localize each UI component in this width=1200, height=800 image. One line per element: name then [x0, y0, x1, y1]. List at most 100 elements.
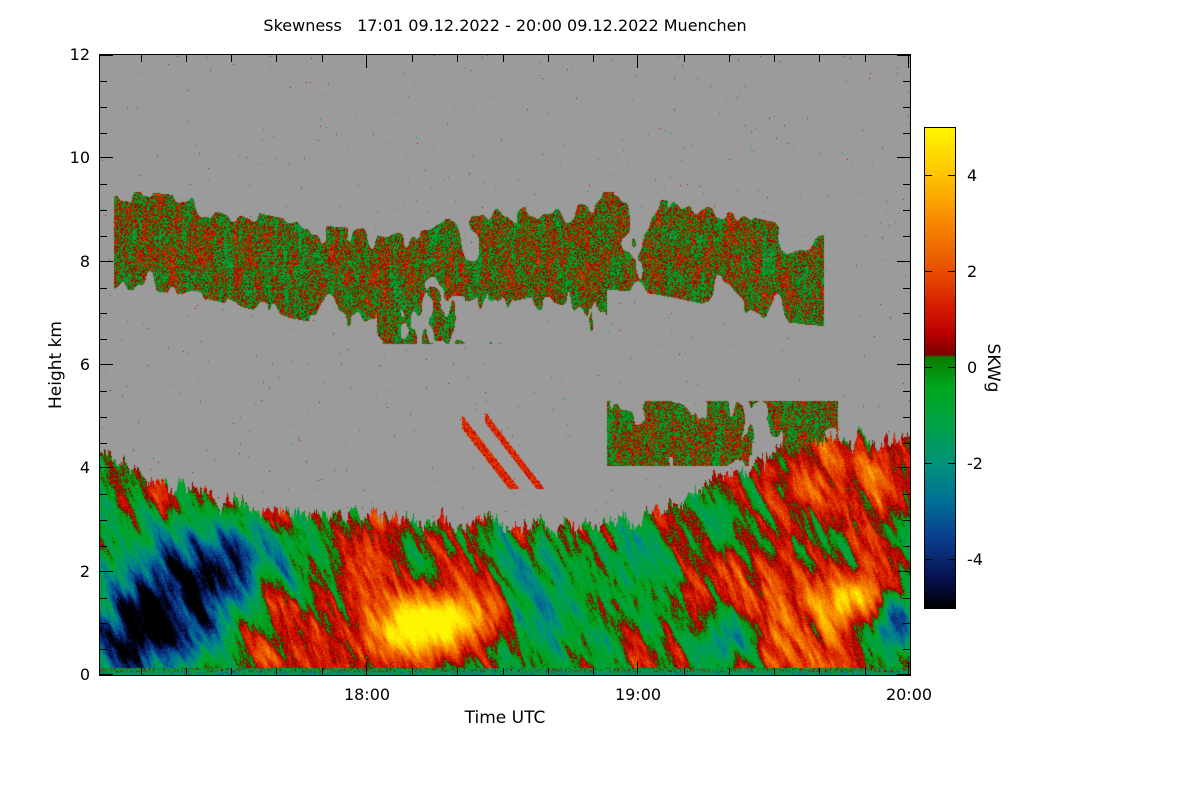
x-minor-tick: [819, 668, 820, 675]
colorbar-tick: [948, 271, 955, 272]
plot-area: [99, 54, 911, 676]
x-minor-tick: [276, 668, 277, 675]
y-major-tick: [897, 467, 910, 468]
x-minor-tick: [865, 668, 866, 675]
x-major-tick: [908, 662, 909, 675]
x-minor-tick: [774, 55, 775, 62]
x-major-tick: [366, 662, 367, 675]
y-tick-label: 2: [79, 562, 90, 581]
x-minor-tick: [457, 668, 458, 675]
y-minor-tick: [903, 184, 910, 185]
x-minor-tick: [819, 55, 820, 62]
y-minor-tick: [903, 313, 910, 314]
x-minor-tick: [729, 55, 730, 62]
y-minor-tick: [903, 417, 910, 418]
y-minor-tick: [903, 443, 910, 444]
y-minor-tick: [903, 133, 910, 134]
colorbar-tick: [925, 559, 932, 560]
x-tick-label: 18:00: [343, 685, 391, 704]
x-minor-tick: [774, 668, 775, 675]
y-major-tick: [100, 467, 113, 468]
y-minor-tick: [100, 236, 107, 237]
x-minor-tick: [412, 668, 413, 675]
colorbar-tick: [925, 175, 932, 176]
y-minor-tick: [903, 339, 910, 340]
colorbar-gradient-canvas: [925, 128, 955, 608]
y-minor-tick: [100, 391, 107, 392]
y-major-tick: [897, 674, 910, 675]
y-major-tick: [100, 571, 113, 572]
y-minor-tick: [903, 391, 910, 392]
y-minor-tick: [100, 184, 107, 185]
y-tick-label: 4: [79, 458, 90, 477]
y-minor-tick: [100, 210, 107, 211]
colorbar-tick: [925, 271, 932, 272]
x-major-tick: [637, 662, 638, 675]
x-minor-tick: [865, 55, 866, 62]
y-tick-label: 12: [69, 45, 90, 64]
x-axis-title: Time UTC: [464, 708, 546, 728]
chart-title: Skewness 17:01 09.12.2022 - 20:00 09.12.…: [263, 16, 747, 35]
x-major-tick: [637, 55, 638, 68]
colorbar-tick: [925, 367, 932, 368]
x-minor-tick: [503, 55, 504, 62]
y-minor-tick: [903, 210, 910, 211]
y-minor-tick: [100, 81, 107, 82]
x-tick-label: 19:00: [614, 685, 662, 704]
y-major-tick: [897, 157, 910, 158]
y-minor-tick: [903, 236, 910, 237]
y-minor-tick: [100, 288, 107, 289]
y-minor-tick: [100, 546, 107, 547]
y-tick-label: 8: [79, 252, 90, 271]
x-major-tick: [366, 55, 367, 68]
y-tick-label: 0: [79, 665, 90, 684]
x-minor-tick: [322, 55, 323, 62]
y-minor-tick: [100, 133, 107, 134]
colorbar-tick-label: 0: [967, 358, 978, 377]
colorbar-tick-label: 4: [967, 166, 978, 185]
y-minor-tick: [100, 443, 107, 444]
y-minor-tick: [903, 288, 910, 289]
colorbar-tick: [948, 559, 955, 560]
y-major-tick: [897, 571, 910, 572]
y-minor-tick: [903, 494, 910, 495]
x-minor-tick: [457, 55, 458, 62]
y-minor-tick: [100, 313, 107, 314]
x-minor-tick: [412, 55, 413, 62]
y-tick-label: 6: [79, 355, 90, 374]
x-minor-tick: [548, 55, 549, 62]
x-minor-tick: [231, 668, 232, 675]
x-minor-tick: [684, 668, 685, 675]
x-minor-tick: [141, 668, 142, 675]
y-minor-tick: [100, 494, 107, 495]
y-major-tick: [100, 55, 113, 56]
y-tick-label: 10: [69, 148, 90, 167]
colorbar-tick: [948, 175, 955, 176]
y-minor-tick: [100, 339, 107, 340]
y-minor-tick: [903, 649, 910, 650]
y-major-tick: [100, 157, 113, 158]
x-minor-tick: [503, 668, 504, 675]
y-minor-tick: [100, 417, 107, 418]
y-minor-tick: [903, 623, 910, 624]
colorbar-tick-label: -2: [967, 454, 983, 473]
y-major-tick: [897, 261, 910, 262]
y-minor-tick: [100, 107, 107, 108]
y-minor-tick: [903, 598, 910, 599]
colorbar-tick-label: 2: [967, 262, 978, 281]
x-minor-tick: [276, 55, 277, 62]
y-major-tick: [100, 261, 113, 262]
y-minor-tick: [100, 598, 107, 599]
y-major-tick: [897, 364, 910, 365]
x-minor-tick: [593, 668, 594, 675]
x-tick-label: 20:00: [885, 685, 933, 704]
x-minor-tick: [548, 668, 549, 675]
y-major-tick: [897, 55, 910, 56]
x-minor-tick: [684, 55, 685, 62]
y-minor-tick: [100, 649, 107, 650]
heatmap-canvas: [100, 55, 910, 675]
colorbar-tick-label: -4: [967, 550, 983, 569]
x-minor-tick: [729, 668, 730, 675]
x-minor-tick: [231, 55, 232, 62]
